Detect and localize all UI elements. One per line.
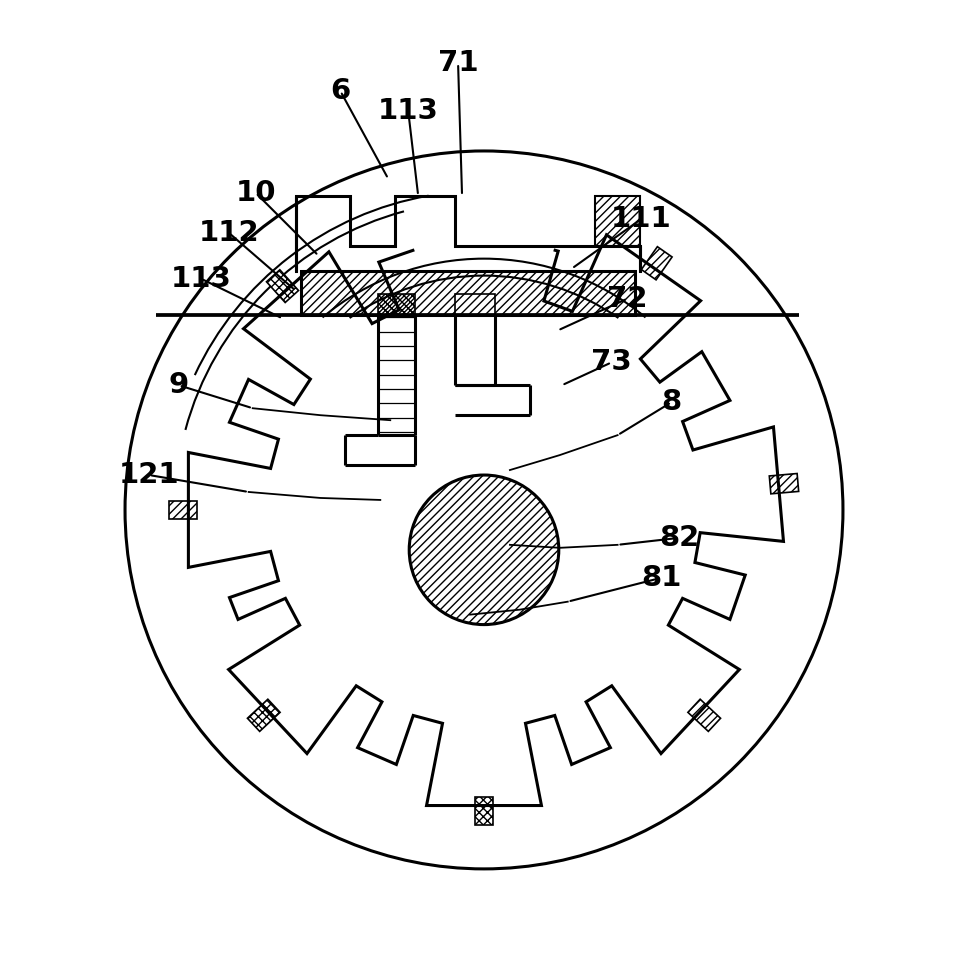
Polygon shape (168, 501, 197, 519)
Polygon shape (642, 247, 672, 280)
Polygon shape (266, 269, 298, 302)
Polygon shape (475, 797, 493, 825)
Text: 111: 111 (611, 204, 672, 233)
Polygon shape (688, 700, 720, 732)
Bar (455, 294, 495, 316)
Text: 71: 71 (438, 49, 478, 78)
Text: 121: 121 (119, 461, 179, 489)
Text: 113: 113 (170, 265, 231, 293)
Polygon shape (248, 700, 280, 732)
Text: 113: 113 (378, 97, 439, 125)
Bar (300, 270, 635, 316)
Bar (594, 196, 640, 246)
Text: 8: 8 (661, 389, 681, 417)
Text: 81: 81 (642, 564, 681, 592)
Text: 112: 112 (198, 219, 259, 247)
Text: 72: 72 (607, 285, 648, 313)
Text: 6: 6 (330, 78, 350, 105)
Text: 9: 9 (168, 371, 189, 399)
Bar (378, 294, 415, 316)
Circle shape (409, 475, 559, 625)
Text: 10: 10 (235, 179, 276, 206)
Polygon shape (770, 474, 799, 494)
Text: 73: 73 (591, 348, 632, 376)
Text: 82: 82 (659, 524, 700, 552)
